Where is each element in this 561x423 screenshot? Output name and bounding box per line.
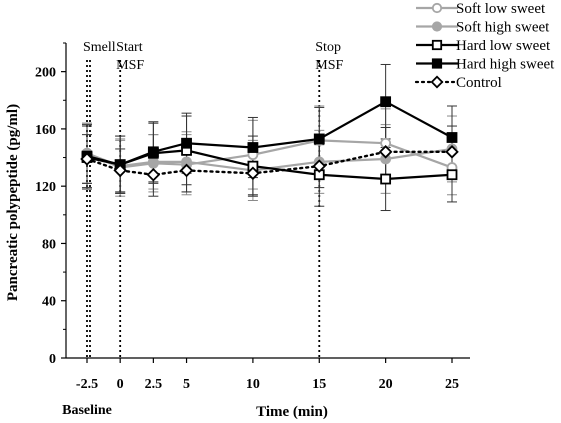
annotation-start-msf-text: MSF bbox=[116, 58, 144, 73]
legend-label-soft-low-sweet: Soft low sweet bbox=[456, 1, 546, 17]
data-point-hard-low-sweet bbox=[380, 173, 392, 185]
legend-label-control: Control bbox=[456, 75, 502, 91]
error-bars bbox=[82, 63, 457, 212]
series-markers bbox=[80, 96, 459, 185]
annotation-start-msf-text: Start bbox=[116, 40, 143, 55]
legend-marker-hard-high-sweet bbox=[431, 58, 443, 69]
data-point-hard-low-sweet bbox=[446, 169, 458, 181]
x-tick-label: 20 bbox=[379, 377, 393, 392]
data-point-control bbox=[445, 145, 459, 159]
data-point-soft-high-sweet bbox=[147, 156, 159, 168]
legend-marker-hard-low-sweet bbox=[431, 39, 443, 51]
data-point-control bbox=[113, 163, 127, 178]
x-tick-label: 10 bbox=[246, 377, 260, 392]
data-point-hard-high-sweet bbox=[181, 137, 192, 149]
data-point-hard-high-sweet bbox=[380, 96, 392, 108]
legend: Soft low sweet Soft high sweet Hard low sw… bbox=[414, 1, 555, 91]
data-point-control bbox=[246, 166, 260, 181]
series-line-hard-high-sweet bbox=[86, 100, 453, 166]
series-line-soft-high-sweet bbox=[86, 147, 453, 172]
x-axis-label: Time (min) bbox=[256, 404, 328, 420]
data-point-control bbox=[80, 152, 94, 166]
y-tick-label: 0 bbox=[49, 352, 56, 367]
y-ticks: 0 40 80 120 160 200 bbox=[35, 42, 66, 367]
data-point-hard-high-sweet bbox=[446, 132, 458, 143]
x-tick-label: 15 bbox=[312, 377, 326, 392]
series-lines bbox=[85, 100, 454, 181]
data-point-control bbox=[312, 159, 327, 173]
x-tick-label: -2.5 bbox=[76, 377, 98, 392]
data-point-hard-high-sweet bbox=[147, 146, 159, 158]
x-tick-label: 25 bbox=[445, 377, 459, 392]
y-tick-label: 160 bbox=[35, 123, 56, 138]
axes bbox=[65, 43, 470, 359]
event-annotations: Smell Start MSF Stop MSF bbox=[83, 40, 344, 73]
y-tick-label: 200 bbox=[35, 66, 56, 81]
x-tick-label: 0 bbox=[117, 377, 124, 392]
series-line-soft-low-sweet bbox=[86, 139, 453, 169]
x-ticks: -2.5 0 2.5 5 10 15 20 25 bbox=[76, 358, 459, 392]
data-point-control bbox=[146, 167, 161, 182]
data-point-control bbox=[378, 145, 393, 159]
event-markers bbox=[86, 60, 321, 358]
annotation-stop-msf-text: Stop bbox=[315, 40, 341, 55]
annotation-smell-text: Smell bbox=[83, 40, 116, 55]
data-point-hard-high-sweet bbox=[247, 142, 259, 153]
data-point-hard-high-sweet bbox=[313, 133, 325, 145]
y-tick-label: 80 bbox=[42, 237, 56, 252]
legend-label-soft-high-sweet: Soft high sweet bbox=[456, 20, 550, 36]
annotation-stop-msf-text: MSF bbox=[315, 58, 343, 73]
y-tick-label: 120 bbox=[35, 180, 56, 195]
legend-label-hard-high-sweet: Hard high sweet bbox=[456, 57, 555, 73]
x-tick-label: 5 bbox=[183, 377, 190, 392]
y-axis-label: Pancreatic polypeptide (pg/ml) bbox=[5, 104, 21, 301]
legend-marker-soft-low-sweet bbox=[431, 2, 443, 14]
baseline-label: Baseline bbox=[62, 403, 112, 418]
legend-label-hard-low-sweet: Hard low sweet bbox=[456, 38, 551, 54]
y-tick-label: 40 bbox=[42, 295, 56, 310]
legend-marker-control bbox=[430, 75, 444, 89]
legend-marker-soft-high-sweet bbox=[431, 21, 443, 32]
data-point-control bbox=[179, 163, 194, 178]
x-tick-label: 2.5 bbox=[145, 377, 163, 392]
